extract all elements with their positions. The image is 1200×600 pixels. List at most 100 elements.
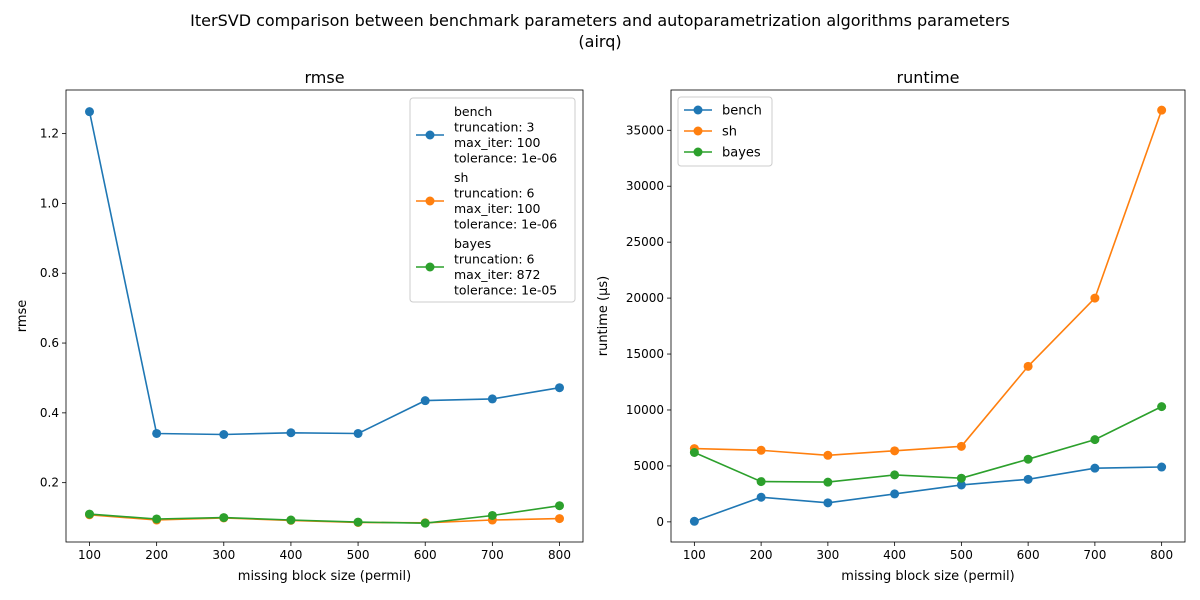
data-point-bench	[1023, 474, 1033, 484]
legend-label-sh: sh	[454, 170, 468, 185]
legend-label-sh: truncation: 6	[454, 186, 535, 201]
y-tick-label: 1.2	[40, 127, 59, 141]
data-point-bench	[219, 429, 229, 439]
data-point-bench	[1157, 462, 1167, 472]
x-tick-label: 700	[481, 548, 504, 562]
axes-frame	[670, 89, 1186, 543]
x-tick-label: 300	[816, 548, 839, 562]
chart-title: runtime	[896, 68, 959, 87]
data-point-bayes	[420, 518, 430, 528]
legend-label-bayes: bayes	[454, 236, 491, 251]
data-point-sh	[823, 450, 833, 460]
legend-label-bayes: tolerance: 1e-05	[454, 283, 557, 298]
x-tick-label: 500	[347, 548, 370, 562]
y-tick-label: 30000	[626, 179, 664, 193]
chart-rmse: rmse 100 200 300 400 500 600 700 800 0.2 0.4 0.6 0.8…	[15, 68, 584, 584]
data-point-bench	[353, 428, 363, 438]
x-axis-label: missing block size (permil)	[841, 569, 1014, 584]
data-point-bayes	[219, 513, 229, 523]
legend-label-bayes: truncation: 6	[454, 252, 535, 267]
x-tick-label: 300	[212, 548, 235, 562]
y-axis-label: runtime (µs)	[596, 276, 611, 357]
data-point-bayes	[1023, 454, 1033, 464]
x-tick-label: 600	[1017, 548, 1040, 562]
series-line-bench	[88, 111, 560, 436]
data-point-bench	[823, 498, 833, 508]
data-point-bench	[689, 516, 699, 526]
x-tick-label: 500	[950, 548, 973, 562]
data-point-sh	[1090, 293, 1100, 303]
y-tick-label: 0.2	[40, 476, 59, 490]
data-point-bench	[890, 489, 900, 499]
x-tick-label: 100	[78, 548, 101, 562]
series-line-sh	[694, 109, 1163, 457]
series-line-bayes	[89, 504, 560, 525]
data-point-bayes	[823, 477, 833, 487]
data-point-bench	[152, 428, 162, 438]
data-point-bench	[555, 383, 564, 393]
legend-label-sh: tolerance: 1e-06	[454, 217, 557, 232]
legend-marker-bayes	[425, 262, 435, 272]
y-tick-label: 0	[656, 515, 664, 529]
x-tick-label: 800	[548, 548, 571, 562]
series-line-bench	[694, 466, 1162, 523]
legend-label-bench: bench	[454, 104, 492, 119]
y-tick-label: 0.6	[40, 336, 59, 350]
chart-runtime: runtime 100 200 300 400 500 600 700 800 0 5000 1000…	[596, 68, 1186, 584]
legend-label-bench: truncation: 3	[454, 120, 535, 135]
series-line-bayes	[694, 405, 1162, 483]
data-point-bayes	[756, 477, 766, 487]
data-point-bayes	[555, 501, 564, 511]
legend-marker-bayes	[693, 147, 703, 157]
data-point-sh	[1157, 105, 1167, 115]
x-tick-label: 600	[414, 548, 437, 562]
legend-label-bayes: max_iter: 872	[454, 267, 541, 282]
legend-label-bench: bench	[722, 104, 762, 119]
data-point-bayes	[286, 515, 296, 525]
legend-marker-bench	[425, 130, 435, 140]
y-tick-label: 10000	[626, 403, 664, 417]
chart-title: rmse	[304, 68, 344, 87]
data-point-sh	[756, 445, 766, 455]
y-tick-label: 5000	[633, 459, 664, 473]
x-tick-label: 100	[683, 548, 706, 562]
legend-label-sh: sh	[722, 125, 737, 140]
figure-title-line1: IterSVD comparison between benchmark par…	[190, 11, 1010, 30]
legend-label-bench: max_iter: 100	[454, 135, 541, 150]
y-tick-label: 1.0	[40, 196, 59, 210]
y-tick-label: 0.8	[40, 266, 59, 280]
data-point-bench	[756, 492, 766, 502]
axes-frame	[65, 89, 584, 543]
y-tick-label: 35000	[626, 123, 664, 137]
legend-marker-sh	[425, 196, 435, 206]
data-point-bayes	[890, 470, 900, 480]
data-point-bayes	[353, 517, 363, 527]
data-point-bench	[487, 394, 497, 404]
data-point-sh	[1023, 361, 1033, 371]
data-point-bench	[1090, 463, 1100, 473]
data-point-bayes	[1157, 402, 1167, 412]
data-point-sh	[890, 446, 900, 456]
x-tick-label: 800	[1150, 548, 1173, 562]
data-point-sh	[555, 514, 564, 524]
x-tick-label: 200	[145, 548, 168, 562]
legend-box	[677, 96, 773, 167]
x-tick-label: 400	[883, 548, 906, 562]
data-point-bayes	[152, 514, 162, 524]
data-point-sh	[956, 441, 966, 451]
legend-marker-bench	[693, 105, 703, 115]
x-tick-label: 400	[279, 548, 302, 562]
data-point-bench	[956, 480, 966, 490]
legend-label-bayes: bayes	[722, 146, 761, 161]
legend-marker-sh	[693, 126, 703, 136]
data-point-bench	[420, 396, 430, 406]
y-tick-label: 25000	[626, 235, 664, 249]
data-point-bench	[85, 107, 94, 117]
data-point-bench	[286, 428, 296, 438]
y-tick-label: 20000	[626, 291, 664, 305]
y-tick-label: 0.4	[40, 406, 59, 420]
x-tick-label: 200	[750, 548, 773, 562]
data-point-bayes	[487, 510, 497, 520]
y-axis-label: rmse	[15, 300, 30, 333]
